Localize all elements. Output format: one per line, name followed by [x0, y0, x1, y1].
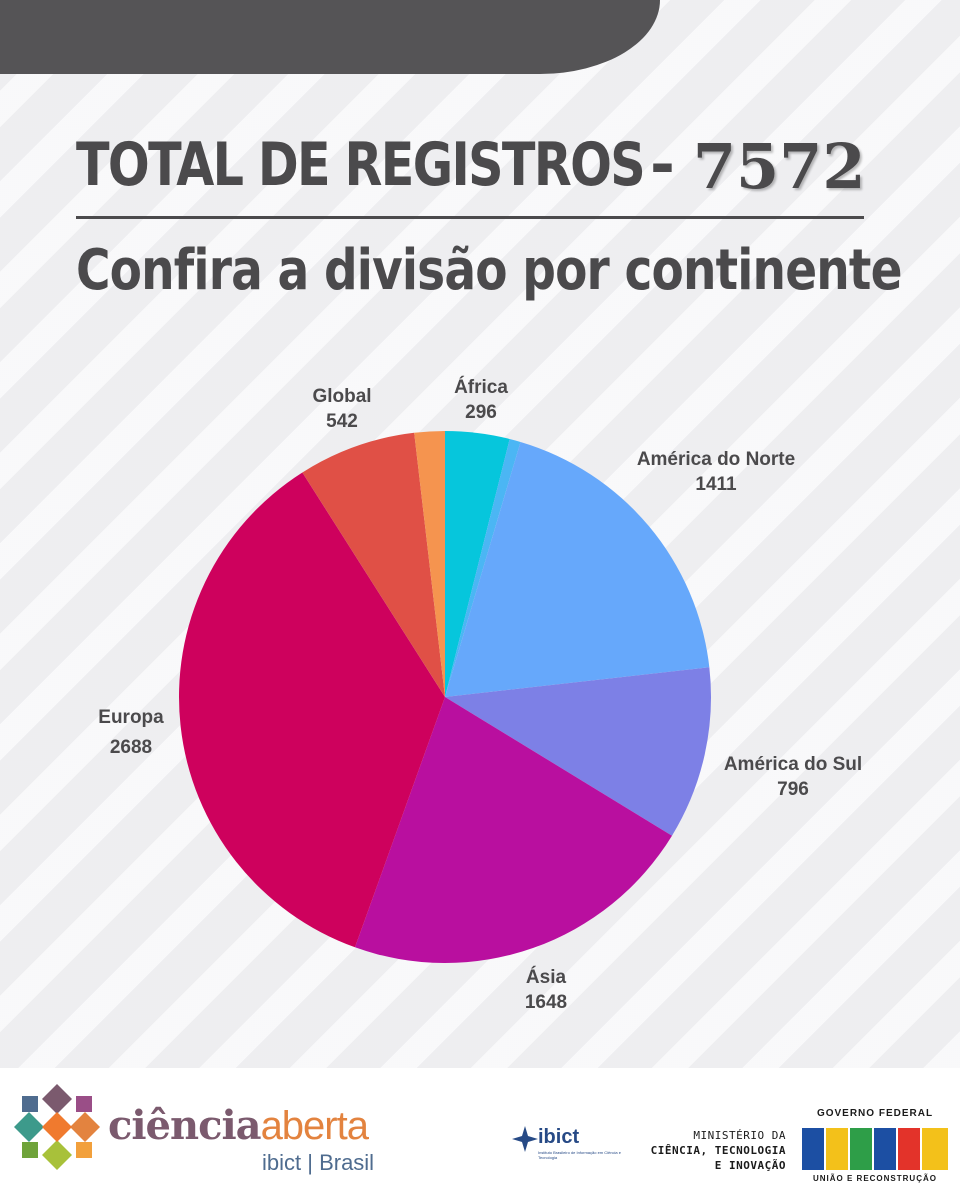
ibict-brasil-text: ibict | Brasil [262, 1150, 375, 1175]
ciencia-aberta-logo-icon [14, 1084, 100, 1170]
ibict-name: ibict [538, 1126, 580, 1148]
pie-chart: África 296 América do Norte 1411 América… [98, 376, 862, 1013]
label-america-norte-name: América do Norte [637, 449, 795, 470]
pie-slice-america-do-norte [445, 441, 710, 697]
label-asia-value: 1648 [525, 992, 567, 1013]
title-separator: - [650, 130, 675, 200]
top-band [0, 0, 660, 74]
label-europa-name: Europa [98, 707, 164, 728]
label-america-sul-value: 796 [777, 779, 809, 800]
pie-slice-europa [178, 472, 445, 948]
label-global-value: 542 [326, 411, 358, 432]
label-europa-value: 2688 [110, 737, 152, 758]
pie-slice-africa [445, 431, 510, 697]
ciencia-aberta-wordmark: ciênciaaberta [108, 1102, 369, 1149]
page-subtitle: Confira a divisão por continente [76, 238, 902, 303]
pie-labels: África 296 América do Norte 1411 América… [98, 376, 862, 1013]
pie-slice-unlabeled-1 [445, 438, 521, 697]
ministry-line-2: CIÊNCIA, TECNOLOGIA [650, 1144, 786, 1157]
gov-brasil-logo-icon [802, 1128, 948, 1170]
pie-slice-unlabeled-7 [414, 431, 445, 697]
ibict-tagline: Instituto Brasileiro de Informação em Ci… [538, 1150, 621, 1160]
gov-slogan: UNIÃO E RECONSTRUÇÃO [812, 1174, 937, 1183]
ministry-logo: MINISTÉRIO DA CIÊNCIA, TECNOLOGIA E INOV… [636, 1128, 786, 1173]
aberta-word: aberta [260, 1104, 369, 1148]
label-asia-name: Ásia [526, 966, 567, 988]
ibict-logo-icon [512, 1126, 538, 1152]
pie-slice-asia [354, 697, 672, 964]
label-global-name: Global [312, 386, 371, 407]
footer: ciênciaaberta ibict | Brasil ibict Insti… [0, 1068, 960, 1200]
ciencia-word: ciência [108, 1102, 262, 1149]
page-title: TOTAL DE REGISTROS- 7572 [76, 130, 876, 210]
label-america-sul-name: América do Sul [724, 754, 862, 775]
total-count: 7572 [692, 130, 866, 203]
label-america-norte-value: 1411 [695, 474, 737, 495]
ministry-line-1: MINISTÉRIO DA [693, 1129, 786, 1142]
ministry-line-3: E INOVAÇÃO [714, 1159, 786, 1172]
pie-slice-global [302, 432, 445, 697]
pie-slices [178, 431, 711, 964]
label-africa-name: África [454, 376, 508, 398]
title-divider [76, 216, 864, 219]
gov-federal-text: GOVERNO FEDERAL [816, 1108, 934, 1119]
label-africa-value: 296 [465, 402, 497, 423]
pie-slice-america-do-sul [445, 667, 711, 836]
